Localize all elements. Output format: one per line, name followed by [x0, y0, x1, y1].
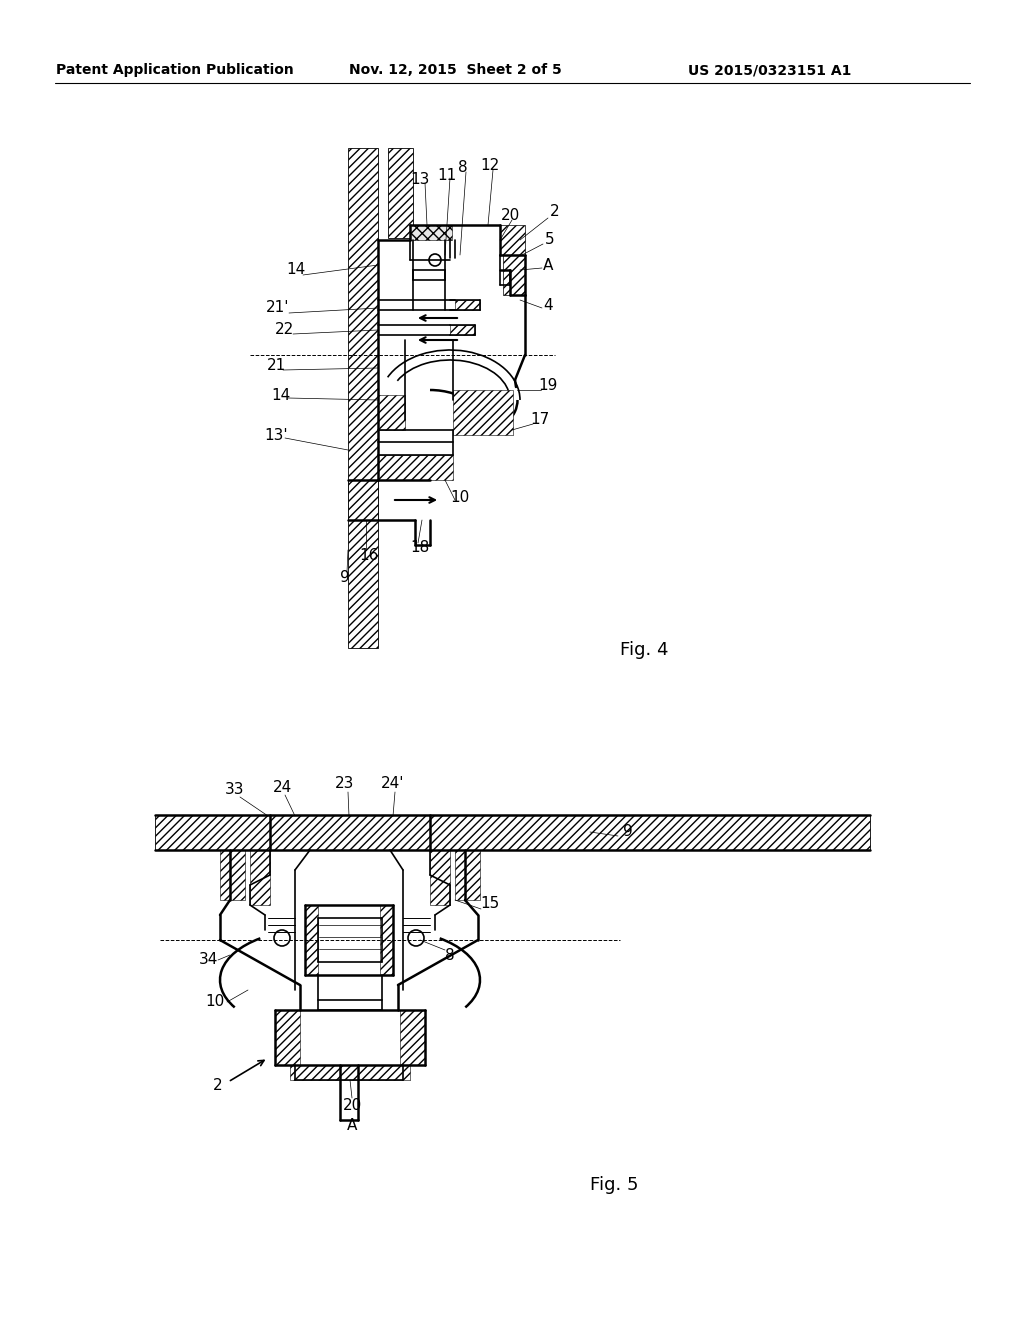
- Bar: [305, 906, 318, 975]
- Bar: [155, 814, 870, 850]
- Text: A: A: [543, 257, 553, 272]
- Bar: [378, 455, 453, 480]
- Text: 8: 8: [458, 161, 468, 176]
- Text: 8: 8: [445, 948, 455, 962]
- Text: 5: 5: [545, 232, 555, 248]
- Text: 2: 2: [213, 1077, 223, 1093]
- Bar: [455, 850, 480, 900]
- Bar: [450, 325, 475, 335]
- Bar: [348, 148, 378, 648]
- Bar: [290, 1065, 410, 1080]
- Bar: [453, 389, 513, 436]
- Text: 13': 13': [264, 428, 288, 442]
- Bar: [380, 906, 393, 975]
- Bar: [500, 224, 525, 255]
- Bar: [430, 850, 450, 906]
- Bar: [378, 395, 406, 430]
- Text: 12: 12: [480, 157, 500, 173]
- Text: 15: 15: [480, 895, 500, 911]
- Text: 22: 22: [275, 322, 295, 338]
- Text: 14: 14: [271, 388, 291, 403]
- Text: 24': 24': [381, 776, 404, 791]
- Text: 14: 14: [287, 263, 305, 277]
- Text: Fig. 5: Fig. 5: [590, 1176, 639, 1195]
- Text: 2: 2: [550, 205, 560, 219]
- Text: 34: 34: [199, 953, 218, 968]
- Text: 23: 23: [335, 776, 354, 791]
- Text: 11: 11: [437, 168, 457, 182]
- Text: 9: 9: [340, 570, 350, 586]
- Bar: [410, 224, 452, 240]
- Text: 24: 24: [273, 780, 293, 795]
- Bar: [503, 255, 525, 294]
- Text: 4: 4: [543, 297, 553, 313]
- Text: 33: 33: [225, 783, 245, 797]
- Text: 10: 10: [451, 490, 470, 504]
- Text: 19: 19: [539, 378, 558, 392]
- Text: Patent Application Publication: Patent Application Publication: [56, 63, 294, 77]
- Bar: [388, 148, 413, 238]
- Text: Nov. 12, 2015  Sheet 2 of 5: Nov. 12, 2015 Sheet 2 of 5: [348, 63, 561, 77]
- Text: 21: 21: [266, 358, 286, 372]
- Bar: [400, 1010, 425, 1065]
- Text: US 2015/0323151 A1: US 2015/0323151 A1: [688, 63, 852, 77]
- Bar: [250, 850, 270, 906]
- Text: 21': 21': [266, 301, 290, 315]
- Text: 20: 20: [501, 207, 519, 223]
- Text: 9: 9: [624, 825, 633, 840]
- Text: 13: 13: [411, 173, 430, 187]
- Text: 16: 16: [359, 548, 379, 562]
- Bar: [348, 480, 378, 520]
- Text: Fig. 4: Fig. 4: [620, 642, 669, 659]
- Text: 17: 17: [530, 412, 550, 428]
- Bar: [275, 1010, 300, 1065]
- Bar: [220, 850, 245, 900]
- Text: 10: 10: [206, 994, 224, 1010]
- Bar: [455, 300, 480, 310]
- Text: 18: 18: [411, 540, 430, 556]
- Text: A: A: [347, 1118, 357, 1133]
- Text: 20: 20: [342, 1097, 361, 1113]
